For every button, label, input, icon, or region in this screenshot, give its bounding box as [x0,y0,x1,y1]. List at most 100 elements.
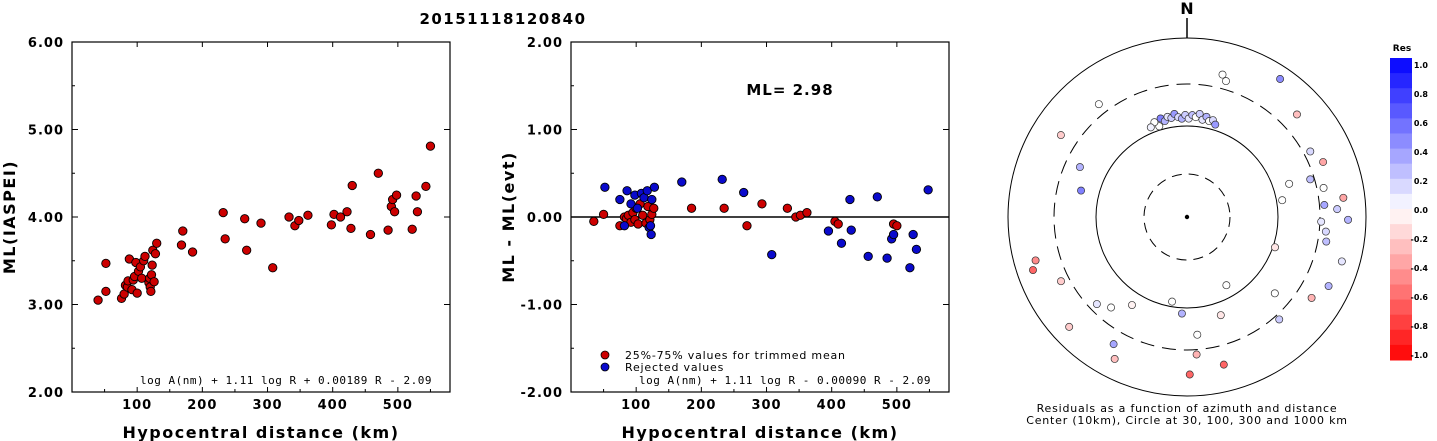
data-point [220,234,230,244]
colorbar-label: 1.0 [1414,61,1429,70]
x-tick-label: 100 [122,398,152,413]
data-point [882,253,892,263]
colorbar-cell [1390,193,1412,210]
data-point [739,187,749,198]
caption-line-1: Residuals as a function of azimuth and d… [1037,402,1338,415]
data-point [218,207,228,218]
colorbar-label: -0.8 [1411,322,1429,331]
colorbar-label: 0.2 [1414,177,1428,186]
data-point [649,203,659,213]
station-marker [1211,120,1220,129]
data-point [176,240,187,250]
station-marker [1031,256,1040,265]
data-point [391,190,402,200]
data-point [717,174,727,185]
north-label: N [1180,0,1193,18]
data-point [146,286,156,297]
station-marker [1339,193,1348,202]
colorbar-cell [1390,58,1412,74]
x-tick-label: 500 [383,398,413,413]
data-point [823,226,834,236]
colorbar-cell [1390,148,1412,165]
data-point [294,215,304,226]
station-marker [1321,227,1330,236]
data-point [911,244,922,255]
data-point [846,225,856,235]
station-marker [1216,311,1225,320]
y-tick-label: 2.00 [28,386,64,401]
colorbar-cell [1390,344,1412,361]
station-marker [1110,354,1119,363]
data-point [802,207,812,218]
data-point [421,181,431,192]
plot-frame [71,41,451,393]
station-marker [1275,315,1284,324]
ml-vs-distance-chart: 100 200 300 400 500 2.00 3.00 4.00 5.00 6.00 log … [0,36,451,441]
data-point [598,209,609,220]
station-marker [1146,123,1155,132]
data-point [187,247,198,257]
data-point [152,238,162,248]
colorbar-cell [1390,269,1412,285]
station-marker [1177,309,1186,318]
data-point [836,238,847,248]
station-marker [1094,100,1103,109]
data-point [888,229,899,240]
formula-label: log A(nm) + 1.11 log R + 0.00189 R - 2.0… [140,374,432,387]
data-point [365,229,376,240]
station-marker [1222,77,1230,86]
circle-100km [1095,125,1279,309]
station-marker [1285,179,1294,188]
data-point [389,207,400,217]
station-marker [1107,303,1116,312]
station-marker [1319,158,1328,166]
data-point [373,168,383,178]
data-point [589,216,599,227]
data-point [863,251,873,262]
data-point [412,207,423,217]
data-point [742,221,752,231]
data-point [147,260,157,270]
y-tick-label: 3.00 [28,299,64,314]
station-marker [1270,289,1279,298]
data-point [346,223,356,234]
station-marker [1271,243,1279,252]
data-point [908,229,918,240]
data-point [132,288,142,298]
colorbar-cell [1390,163,1412,180]
colorbar-cell [1390,314,1412,331]
data-point [719,203,729,213]
y-tick-label: 1.00 [527,124,563,139]
data-point [647,194,657,205]
data-point [347,180,357,191]
station-marker [1337,257,1346,266]
colorbar-cell [1390,284,1412,301]
data-point [615,194,625,205]
y-tick-label: 6.00 [28,36,64,51]
data-point [335,212,346,222]
station-marker [1065,322,1074,331]
x-tick-label: 400 [817,398,847,413]
data-point [150,249,161,259]
axis-ticks: 100 200 300 400 500 -2.00 -1.00 0.00 1.00 2.00 [521,36,949,413]
caption-line-2: Center (10km), Circle at 30, 100, 300 an… [1026,414,1348,427]
colorbar-cell [1390,209,1412,225]
station-marker [1077,186,1086,195]
colorbar-cells [1390,58,1412,361]
station-marker [1128,301,1136,309]
data-points [93,141,436,305]
data-point [622,186,632,196]
colorbar-cell [1390,103,1412,119]
event-title: 20151118120840 [419,10,586,28]
colorbar-label: -0.6 [1411,293,1429,302]
data-point [757,199,767,209]
station-marker [1293,110,1301,119]
colorbar-cell [1390,133,1412,150]
data-point [93,295,103,305]
circle-300km [1053,83,1321,351]
colorbar-label: 0.6 [1414,119,1429,128]
station-marker [1324,282,1333,291]
station-marker [1276,75,1285,83]
legend-label-rejected: Rejected values [625,361,724,374]
colorbar-label: 0.0 [1414,206,1429,215]
